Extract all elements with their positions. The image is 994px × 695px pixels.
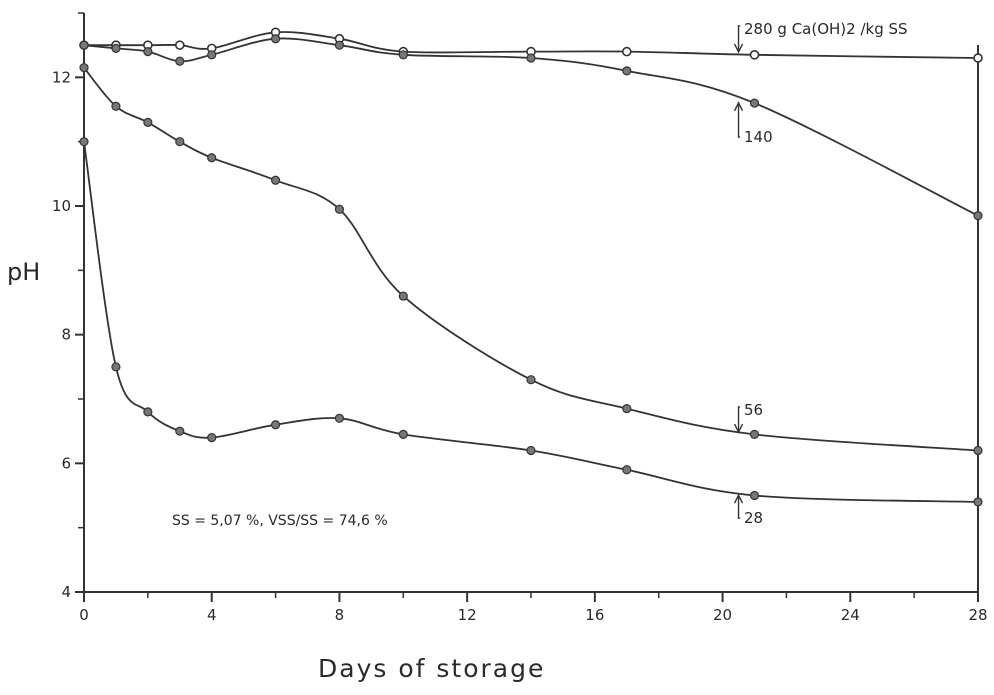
- data-point-56: [207, 153, 217, 163]
- series-label-28: 28: [744, 509, 763, 527]
- data-point-28: [175, 426, 185, 436]
- data-point-140: [973, 211, 983, 221]
- data-point-28: [334, 413, 345, 423]
- axes-layer: [83, 13, 979, 593]
- y-tick-label: 4: [61, 583, 71, 601]
- data-point-280-g-ca-oh-2-kg-ss: [174, 40, 185, 50]
- sample-annotation: SS = 5,07 %, VSS/SS = 74,6 %: [172, 513, 388, 529]
- data-point-56: [398, 291, 408, 301]
- x-tick-label: 0: [79, 606, 89, 624]
- x-tick-label: 28: [968, 606, 987, 624]
- series-line-140: [83, 37, 979, 217]
- series-label-group-280-g-ca-oh-2-kg-ss: 280 g Ca(OH)2 /kg SS: [733, 20, 908, 54]
- data-point-28: [79, 137, 89, 147]
- data-point-56: [334, 204, 345, 214]
- data-point-140: [79, 40, 89, 50]
- data-point-28: [270, 420, 281, 430]
- data-point-28: [207, 433, 217, 443]
- data-point-28: [526, 445, 536, 456]
- data-point-56: [270, 175, 281, 185]
- data-point-140: [749, 98, 760, 108]
- x-axis-title: Days of storage: [318, 654, 545, 683]
- data-point-56: [111, 101, 121, 111]
- data-point-56: [749, 429, 760, 439]
- data-point-140: [526, 53, 536, 63]
- data-point-280-g-ca-oh-2-kg-ss: [973, 53, 983, 63]
- data-point-28: [111, 362, 121, 372]
- data-point-140: [334, 40, 345, 50]
- series-label-group-56: 56: [733, 401, 763, 434]
- y-axis-title: pH: [7, 258, 40, 286]
- leader-line-140: [737, 103, 740, 138]
- x-tick-label: 12: [458, 606, 477, 624]
- data-point-28: [398, 429, 408, 439]
- data-point-56: [175, 137, 185, 147]
- data-point-56: [143, 117, 153, 127]
- series-line-56: [83, 67, 979, 452]
- y-tick-label: 10: [52, 197, 71, 215]
- data-point-56: [79, 63, 89, 73]
- series-label-280-g-ca-oh-2-kg-ss: 280 g Ca(OH)2 /kg SS: [744, 20, 908, 38]
- arrow-head-28: [733, 493, 744, 504]
- y-tick-label: 12: [52, 68, 71, 86]
- y-tick-label: 8: [61, 326, 71, 344]
- leader-line-280-g-ca-oh-2-kg-ss: [737, 25, 740, 51]
- x-tick-label: 24: [841, 606, 860, 624]
- arrow-head-56: [733, 423, 744, 434]
- data-point-28: [973, 497, 983, 507]
- data-point-140: [622, 66, 632, 76]
- x-tick-label: 8: [335, 606, 345, 624]
- series-layer: [79, 27, 983, 507]
- data-point-140: [270, 34, 281, 44]
- data-point-28: [749, 490, 760, 501]
- data-point-140: [207, 50, 217, 60]
- y-tick-label: 6: [61, 454, 71, 472]
- leader-line-56: [737, 406, 740, 432]
- data-point-56: [526, 375, 536, 385]
- x-tick-label: 16: [585, 606, 604, 624]
- arrow-head-140: [733, 101, 744, 112]
- data-point-140: [143, 46, 153, 57]
- series-label-56: 56: [744, 401, 763, 419]
- series-label-group-140: 140: [733, 101, 773, 146]
- ticks-layer: [75, 12, 979, 602]
- data-point-28: [143, 407, 153, 417]
- x-tick-label: 4: [207, 606, 217, 624]
- data-point-140: [398, 50, 408, 60]
- x-tick-label: 20: [713, 606, 732, 624]
- data-point-56: [973, 445, 983, 456]
- data-point-280-g-ca-oh-2-kg-ss: [621, 46, 632, 57]
- data-point-280-g-ca-oh-2-kg-ss: [749, 50, 760, 60]
- data-point-140: [175, 56, 185, 66]
- data-point-28: [622, 465, 632, 475]
- series-label-group-28: 28: [733, 493, 763, 527]
- arrow-head-280-g-ca-oh-2-kg-ss: [733, 43, 744, 54]
- data-point-56: [622, 404, 632, 414]
- series-label-140: 140: [744, 128, 773, 146]
- leader-line-28: [737, 496, 740, 519]
- data-point-140: [111, 43, 121, 53]
